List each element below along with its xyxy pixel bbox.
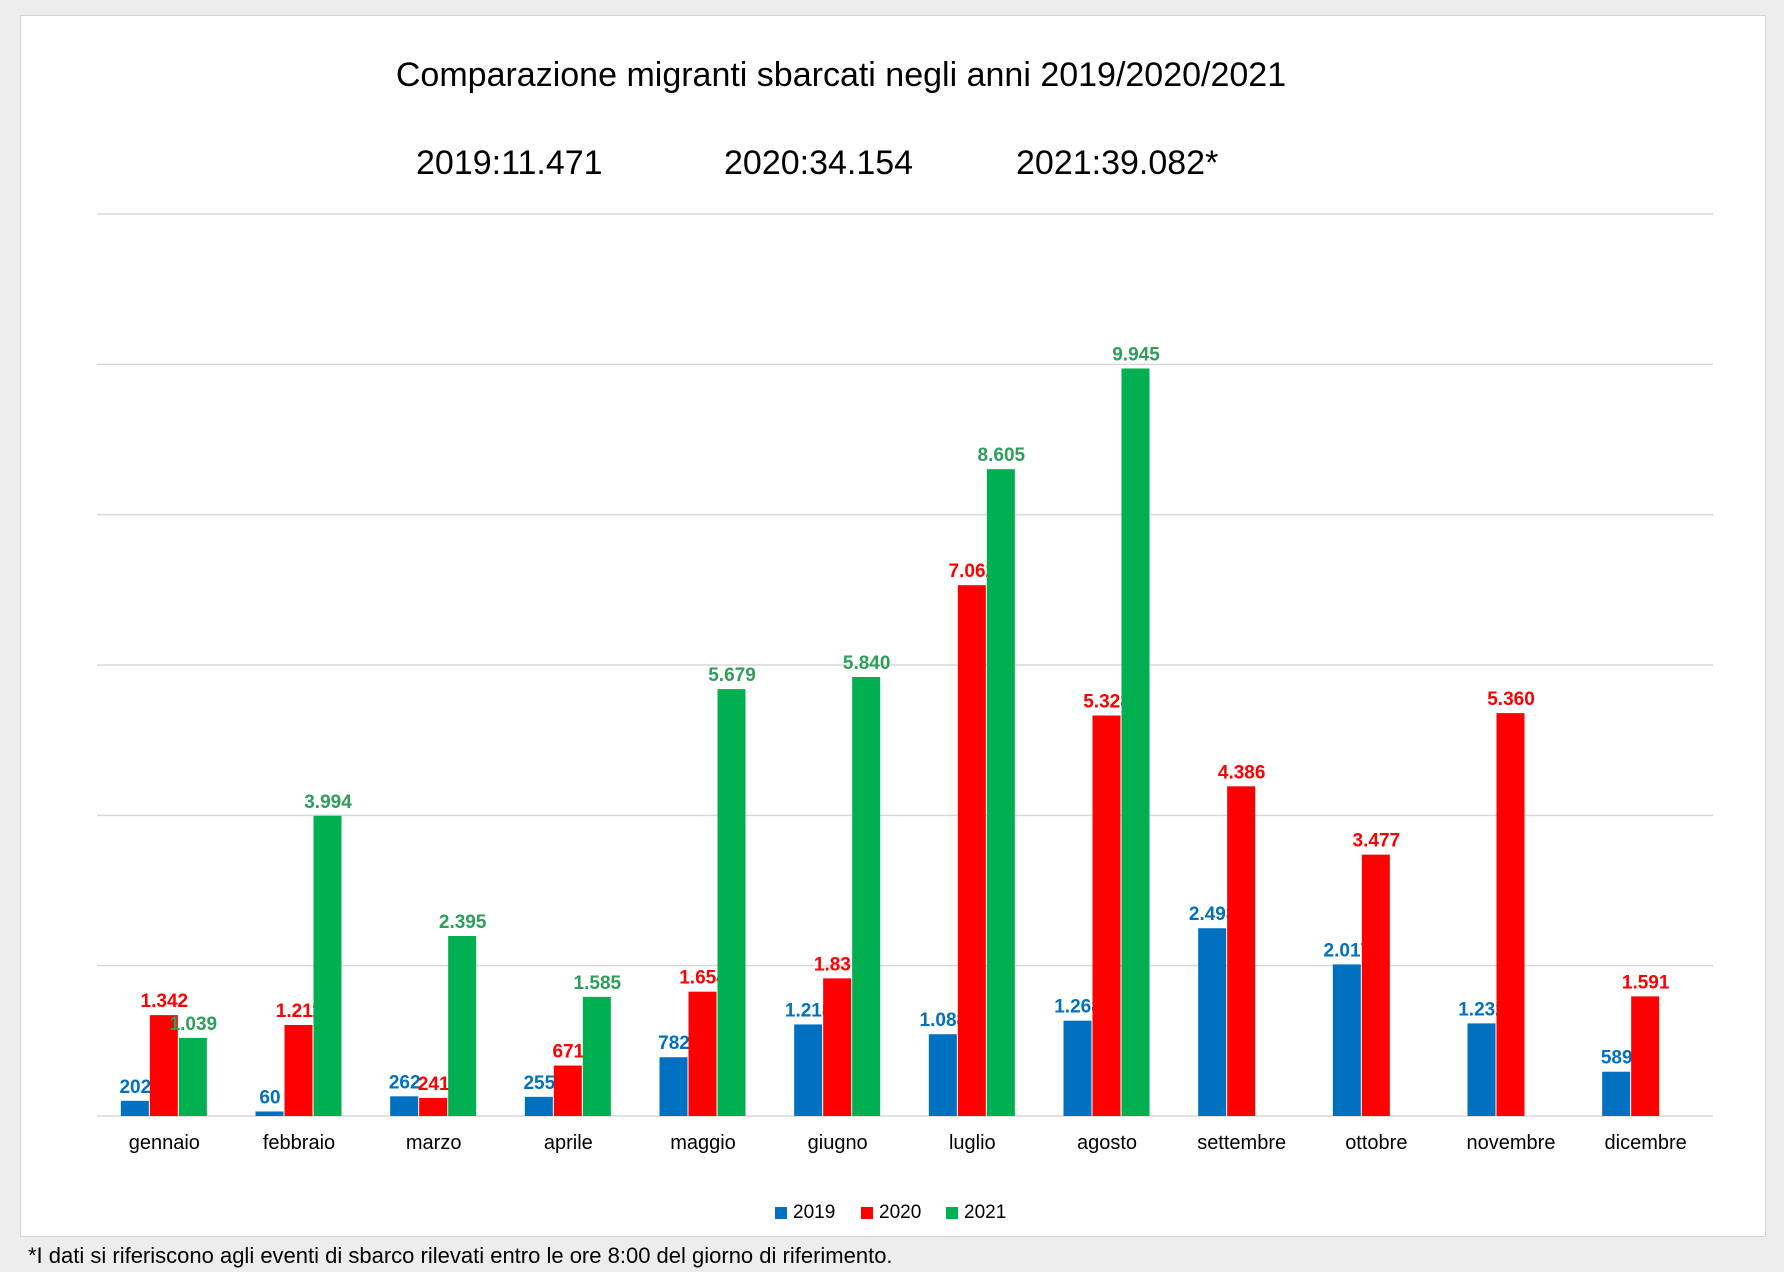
bar-2019-dicembre <box>1602 1071 1631 1116</box>
bar-2020-novembre <box>1496 713 1525 1116</box>
chart-frame: Comparazione migranti sbarcati negli ann… <box>20 15 1766 1237</box>
bar-2019-luglio <box>928 1034 957 1116</box>
x-tick-label: ottobre <box>1345 1132 1407 1154</box>
data-label-2020-febbraio: 1.211 <box>276 1001 323 1022</box>
data-label-2020-maggio: 1.654 <box>679 968 727 989</box>
data-label-2020-luglio: 7.062 <box>949 561 997 582</box>
bar-2020-marzo <box>419 1097 448 1116</box>
data-label-2021-agosto: 9.945 <box>1112 344 1160 365</box>
data-label-2021-luglio: 8.605 <box>978 445 1026 466</box>
bar-2019-ottobre <box>1332 964 1361 1116</box>
footnote: *I dati si riferiscono agli eventi di sb… <box>28 1243 893 1268</box>
bar-2019-gennaio <box>120 1100 149 1116</box>
bar-2021-maggio <box>717 689 746 1116</box>
data-label-2020-settembre: 4.386 <box>1218 762 1266 783</box>
data-label-2020-gennaio: 1.342 <box>141 991 189 1012</box>
data-label-2019-dicembre: 589 <box>1601 1048 1633 1069</box>
data-label-2019-agosto: 1.268 <box>1054 997 1102 1018</box>
legend-swatch-2019 <box>775 1207 787 1219</box>
bar-2020-gennaio <box>149 1015 178 1116</box>
bar-2021-gennaio <box>178 1037 207 1116</box>
data-label-2019-gennaio: 202 <box>119 1077 151 1098</box>
bar-2019-giugno <box>794 1024 823 1116</box>
data-label-2019-giugno: 1.218 <box>785 1000 833 1021</box>
bar-2021-aprile <box>582 996 611 1116</box>
bar-2020-aprile <box>553 1065 582 1116</box>
chart-title: Comparazione migranti sbarcati negli ann… <box>395 56 1287 94</box>
bar-2021-agosto <box>1121 368 1150 1116</box>
x-tick-label: aprile <box>544 1132 593 1154</box>
data-label-2019-febbraio: 60 <box>259 1087 280 1108</box>
data-label-2021-gennaio: 1.039 <box>170 1014 218 1035</box>
bar-2021-marzo <box>448 935 477 1116</box>
data-label-2019-aprile: 255 <box>523 1073 555 1094</box>
x-tick-label: novembre <box>1467 1132 1556 1154</box>
x-tick-label: gennaio <box>129 1132 200 1154</box>
data-label-2020-aprile: 671 <box>552 1042 584 1063</box>
bar-2019-aprile <box>524 1096 553 1116</box>
data-label-2021-marzo: 2.395 <box>439 912 487 933</box>
legend-swatch-2021 <box>946 1207 958 1219</box>
bar-2020-maggio <box>688 991 717 1116</box>
bar-2021-febbraio <box>313 815 342 1116</box>
data-label-2020-giugno: 1.831 <box>814 954 862 975</box>
data-label-2021-febbraio: 3.994 <box>304 792 352 813</box>
data-label-2019-luglio: 1.088 <box>920 1010 968 1031</box>
total-2019: 2019:11.471 <box>416 144 603 182</box>
legend-swatch-2020 <box>861 1207 873 1219</box>
x-tick-label: febbraio <box>263 1132 335 1154</box>
bar-2020-ottobre <box>1361 854 1390 1116</box>
total-2020: 2020:34.154 <box>724 144 914 182</box>
bar-2019-maggio <box>659 1057 688 1116</box>
bar-2019-marzo <box>390 1096 419 1116</box>
data-label-2020-agosto: 5.328 <box>1083 692 1131 713</box>
bar-2020-dicembre <box>1631 996 1660 1116</box>
data-label-2021-maggio: 5.679 <box>708 665 756 686</box>
data-label-2020-dicembre: 1.591 <box>1622 972 1670 993</box>
legend-item-2020: 2020 <box>861 1202 921 1224</box>
legend-label-2021: 2021 <box>964 1202 1007 1223</box>
bar-2020-giugno <box>823 978 852 1116</box>
bar-2020-febbraio <box>284 1024 313 1116</box>
legend-item-2019: 2019 <box>775 1202 835 1224</box>
bar-2020-settembre <box>1227 786 1256 1116</box>
legend-label-2020: 2020 <box>879 1202 922 1223</box>
bar-2021-luglio <box>986 469 1015 1117</box>
x-tick-label: maggio <box>670 1132 736 1154</box>
data-label-2020-ottobre: 3.477 <box>1353 831 1401 852</box>
data-label-2019-settembre: 2.498 <box>1189 904 1237 925</box>
bar-2020-agosto <box>1092 715 1121 1116</box>
data-label-2020-marzo: 241 <box>418 1074 450 1095</box>
data-label-2019-ottobre: 2.017 <box>1324 940 1372 961</box>
bar-2019-febbraio <box>255 1111 284 1116</box>
x-tick-label: giugno <box>808 1132 868 1154</box>
x-tick-label: marzo <box>406 1132 462 1154</box>
legend-label-2019: 2019 <box>793 1202 836 1223</box>
legend-item-2021: 2021 <box>946 1202 1006 1224</box>
data-label-2020-novembre: 5.360 <box>1487 689 1535 710</box>
x-tick-label: settembre <box>1197 1132 1286 1154</box>
bar-2019-novembre <box>1467 1023 1496 1116</box>
data-label-2019-novembre: 1.232 <box>1458 999 1506 1020</box>
total-2021: 2021:39.082* <box>1016 144 1219 182</box>
x-tick-label: agosto <box>1077 1132 1137 1154</box>
bar-2019-agosto <box>1063 1020 1092 1116</box>
data-label-2019-maggio: 782 <box>658 1033 690 1054</box>
bar-2021-giugno <box>852 677 881 1116</box>
bar-2020-luglio <box>957 585 986 1116</box>
data-label-2021-giugno: 5.840 <box>843 653 891 674</box>
data-label-2019-marzo: 262 <box>389 1072 421 1093</box>
bar-2019-settembre <box>1198 928 1227 1116</box>
x-tick-label: dicembre <box>1605 1132 1687 1154</box>
x-tick-label: luglio <box>949 1132 996 1154</box>
data-label-2021-aprile: 1.585 <box>574 973 622 994</box>
